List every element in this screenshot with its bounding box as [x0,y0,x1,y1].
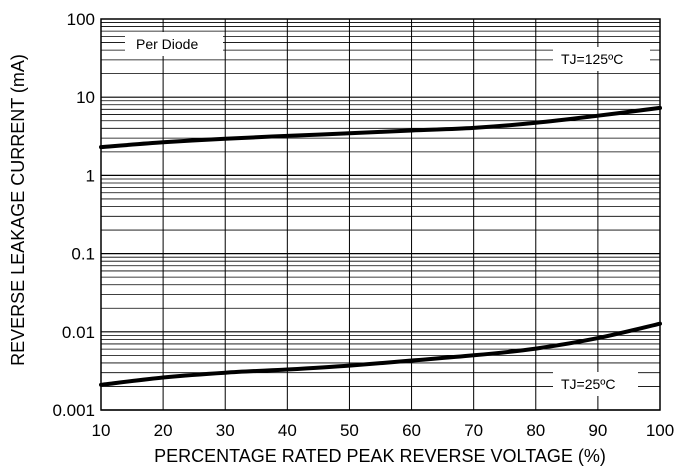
y-tick-label: 100 [67,10,95,29]
y-tick-label: 0.01 [62,323,95,342]
x-tick-label: 50 [340,421,359,440]
plot-frame [100,18,661,411]
x-tick-label: 100 [646,421,674,440]
x-tick-label: 20 [154,421,173,440]
series-line-tj125 [99,105,662,150]
y-axis-label: REVERSE LEAKAGE CURRENT (mA) [8,54,28,366]
x-tick-label: 30 [216,421,235,440]
x-axis-label: PERCENTAGE RATED PEAK REVERSE VOLTAGE (%… [154,446,606,466]
grid [100,19,661,411]
x-tick-label: 80 [526,421,545,440]
y-tick-label: 0.001 [52,401,95,420]
annotation-box-tj25 [553,372,638,396]
annotations: Per Diode TJ=125ºC TJ=25ºC [125,32,650,396]
x-tick-label: 10 [92,421,111,440]
x-tick-label: 70 [464,421,483,440]
x-tick-labels: 10 20 30 40 50 60 70 80 90 100 [92,421,675,440]
x-tick-label: 60 [402,421,421,440]
annotation-per-diode: Per Diode [136,36,198,52]
y-tick-label: 1 [86,166,95,185]
x-tick-label: 90 [588,421,607,440]
y-tick-labels: 0.001 0.01 0.1 1 10 100 [52,10,95,420]
x-tick-label: 40 [278,421,297,440]
curves [99,105,662,387]
annotation-tj25: TJ=25ºC [561,376,616,392]
y-tick-label: 0.1 [71,245,95,264]
annotation-tj125: TJ=125ºC [561,51,623,67]
annotation-box-per-diode [125,32,223,56]
series-line-tj25 [99,321,662,387]
y-tick-label: 10 [76,88,95,107]
annotation-box-tj125 [553,47,650,71]
